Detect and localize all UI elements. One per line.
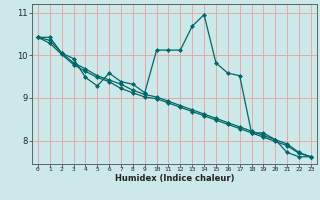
X-axis label: Humidex (Indice chaleur): Humidex (Indice chaleur) (115, 174, 234, 183)
